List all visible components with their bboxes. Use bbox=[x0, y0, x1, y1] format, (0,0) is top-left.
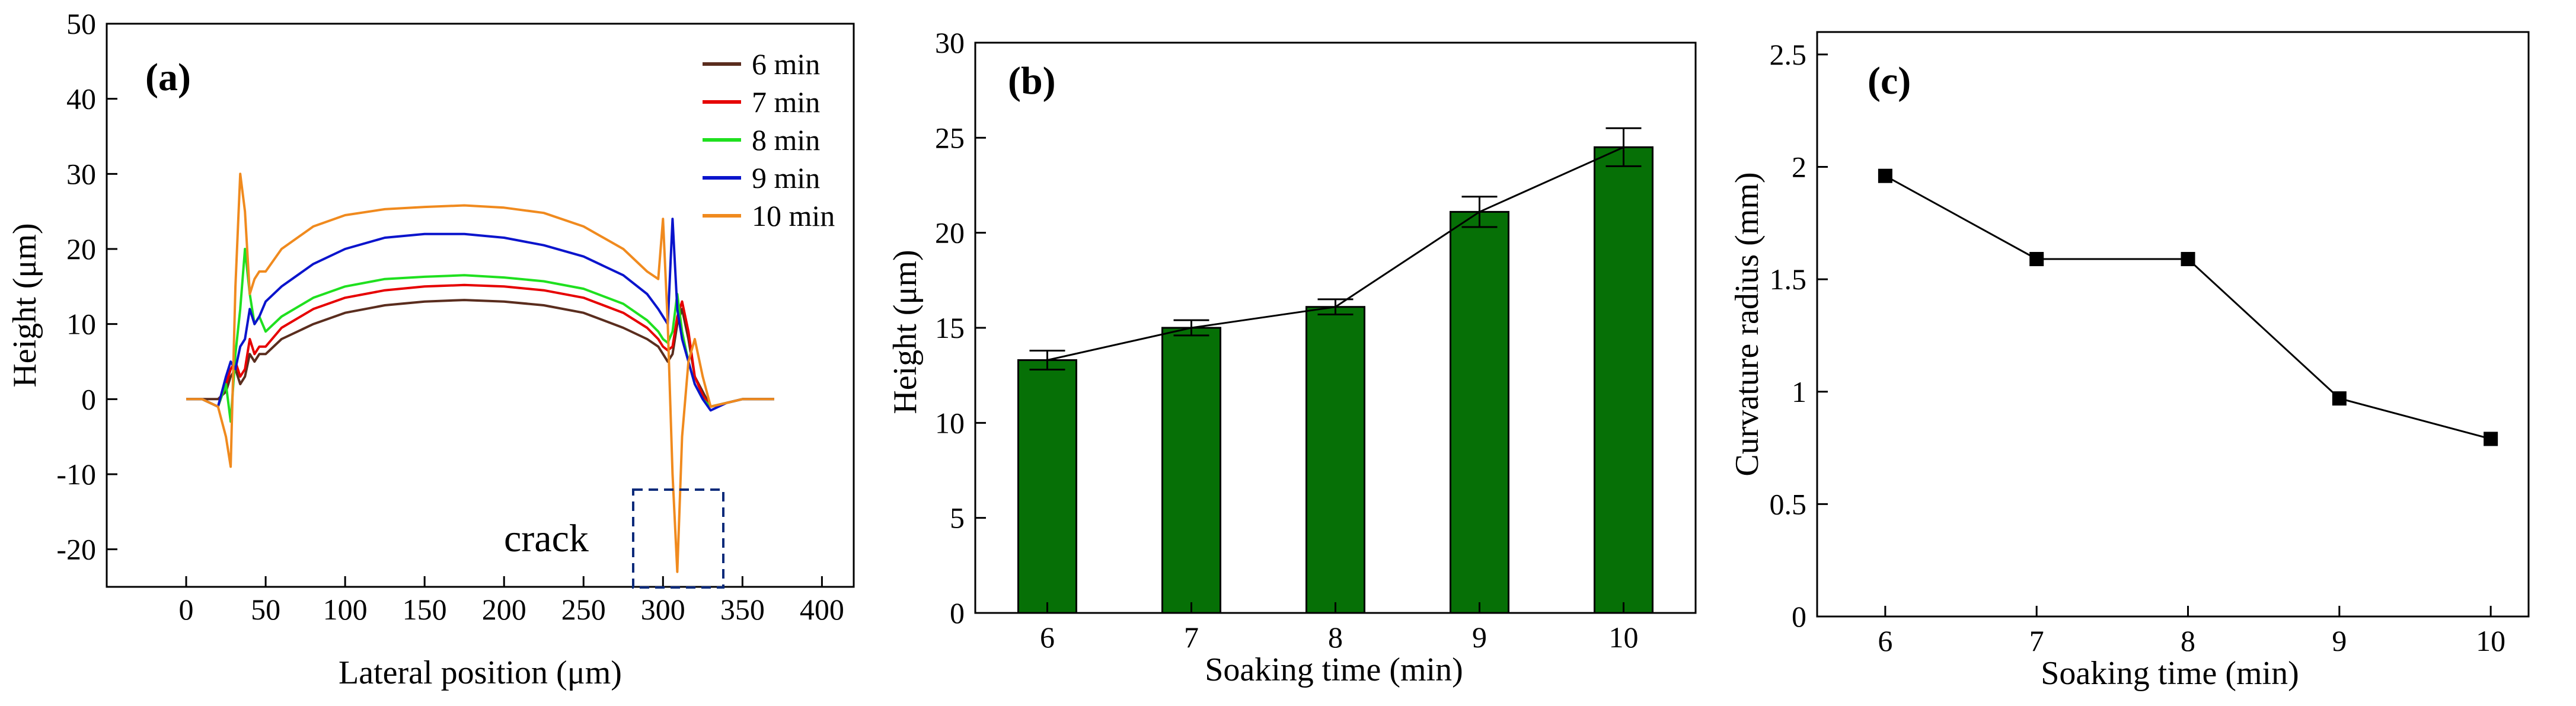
chart-b-bar-1 bbox=[1161, 327, 1221, 614]
chart-c-xlabel: Soaking time (min) bbox=[2041, 655, 2299, 692]
chart-a-ytick-label-5: 30 bbox=[66, 157, 96, 190]
chart-a: 0 50 100 150 200 250 300 350 400 -20 -10 0 10 20 30 40 5… bbox=[7, 7, 855, 691]
chart-b-panel-label: (b) bbox=[1008, 59, 1056, 103]
chart-a-xtick-label-4: 200 bbox=[482, 593, 526, 626]
chart-c-ytick-label-1: 0.5 bbox=[1770, 487, 1807, 520]
chart-a-series-group bbox=[186, 172, 774, 573]
chart-a-xtick-label-1: 50 bbox=[251, 593, 280, 626]
chart-b-ytick-label-3: 15 bbox=[935, 311, 965, 344]
chart-c-point-0 bbox=[1878, 168, 1892, 183]
chart-b-xtick-label-1: 7 bbox=[1184, 621, 1199, 654]
chart-c-xtick-label-3: 9 bbox=[2332, 624, 2347, 657]
chart-a-series-4 bbox=[186, 172, 774, 573]
crack-annotation: crack bbox=[504, 517, 589, 560]
chart-b-bars-group bbox=[1017, 127, 1654, 614]
chart-c-ytick-label-2: 1 bbox=[1792, 375, 1806, 408]
chart-a-panel-label: (a) bbox=[145, 56, 191, 99]
chart-c-point-2 bbox=[2181, 252, 2195, 267]
chart-a-series-3 bbox=[186, 218, 774, 412]
chart-c-ylabel: Curvature radius (mm) bbox=[1729, 172, 1766, 476]
chart-a-frame bbox=[106, 23, 855, 588]
chart-a-ytick-label-4: 20 bbox=[66, 232, 96, 266]
chart-c-panel-label: (c) bbox=[1868, 59, 1911, 103]
chart-a-ytick-label-3: 10 bbox=[66, 308, 96, 341]
chart-a-ytick-label-6: 40 bbox=[66, 82, 96, 116]
chart-b-xlabel: Soaking time (min) bbox=[1205, 651, 1463, 688]
chart-c-frame bbox=[1816, 31, 2530, 618]
chart-b-xtick-label-2: 8 bbox=[1328, 621, 1343, 654]
chart-b-bar-4 bbox=[1594, 146, 1654, 614]
chart-c-ytick-label-5: 2.5 bbox=[1770, 38, 1807, 71]
chart-b-bar-0 bbox=[1017, 359, 1077, 614]
chart-c-line bbox=[1885, 175, 2491, 440]
chart-a-xtick-label-5: 250 bbox=[561, 593, 606, 626]
chart-a-series-1 bbox=[186, 283, 774, 408]
chart-c-series-group bbox=[1878, 168, 2498, 446]
chart-a-xtick-label-7: 350 bbox=[720, 593, 765, 626]
chart-c-ytick-label-3: 1.5 bbox=[1770, 263, 1807, 296]
chart-a-ylabel: Height (μm) bbox=[7, 223, 43, 387]
chart-a-legend-label-3: 9 min bbox=[752, 161, 820, 194]
chart-b: 0 5 10 15 20 25 30 6 7 8 9 10 (b) Soaking time (min… bbox=[887, 26, 1697, 688]
chart-b-ytick-label-5: 25 bbox=[935, 121, 965, 154]
chart-b-ytick-label-0: 0 bbox=[950, 596, 965, 630]
chart-c: 6 7 8 9 10 0 0.5 1 1.5 2 2.5 (c) Soaking time (min… bbox=[1729, 31, 2530, 692]
chart-a-xtick-label-6: 300 bbox=[641, 593, 685, 626]
chart-c-xtick-label-2: 8 bbox=[2181, 624, 2195, 657]
chart-c-point-4 bbox=[2484, 432, 2498, 446]
chart-b-bar-2 bbox=[1305, 306, 1365, 614]
chart-b-ylabel: Height (μm) bbox=[887, 250, 924, 414]
chart-a-xtick-label-2: 100 bbox=[323, 593, 368, 626]
chart-b-bar-3 bbox=[1450, 210, 1509, 614]
chart-b-ytick-label-2: 10 bbox=[935, 406, 965, 439]
chart-a-ytick-label-1: -10 bbox=[56, 458, 96, 491]
chart-a-legend-label-2: 8 min bbox=[752, 123, 820, 156]
chart-c-point-3 bbox=[2332, 391, 2347, 406]
chart-a-xtick-label-8: 400 bbox=[800, 593, 844, 626]
chart-b-xtick-label-4: 10 bbox=[1609, 621, 1639, 654]
chart-b-xtick-label-3: 9 bbox=[1472, 621, 1487, 654]
chart-a-xlabel: Lateral position (μm) bbox=[339, 654, 622, 691]
chart-a-legend-label-1: 7 min bbox=[752, 85, 820, 119]
chart-c-xtick-label-0: 6 bbox=[1878, 624, 1892, 657]
chart-a-ytick-label-2: 0 bbox=[81, 382, 96, 416]
chart-b-ytick-label-4: 20 bbox=[935, 216, 965, 250]
chart-c-ytick-label-0: 0 bbox=[1792, 600, 1806, 633]
chart-c-xtick-label-4: 10 bbox=[2476, 624, 2505, 657]
chart-a-xtick-label-3: 150 bbox=[403, 593, 447, 626]
chart-b-xtick-label-0: 6 bbox=[1040, 621, 1055, 654]
chart-b-ytick-label-1: 5 bbox=[950, 501, 965, 535]
chart-a-legend: 6 min 7 min 8 min 9 min 10 min bbox=[703, 47, 835, 232]
chart-a-ytick-label-7: 50 bbox=[66, 7, 96, 40]
chart-a-legend-label-4: 10 min bbox=[752, 199, 835, 232]
chart-a-ytick-label-0: -20 bbox=[56, 533, 96, 566]
chart-c-xtick-label-1: 7 bbox=[2029, 624, 2044, 657]
crack-box bbox=[632, 488, 724, 589]
chart-a-xtick-label-0: 0 bbox=[179, 593, 194, 626]
chart-c-point-1 bbox=[2029, 252, 2044, 267]
chart-b-ytick-label-6: 30 bbox=[935, 26, 965, 59]
chart-a-legend-label-0: 6 min bbox=[752, 47, 820, 81]
chart-c-ytick-label-4: 2 bbox=[1792, 151, 1806, 184]
